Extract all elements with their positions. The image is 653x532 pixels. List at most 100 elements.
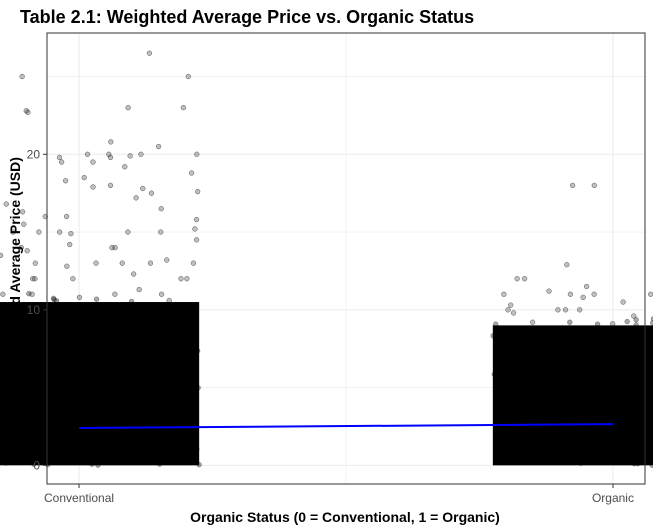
data-point	[648, 291, 653, 297]
data-point	[99, 389, 105, 395]
data-point	[615, 413, 622, 419]
data-point	[118, 386, 124, 392]
data-point	[182, 396, 189, 402]
data-point	[167, 395, 174, 401]
data-point	[637, 444, 644, 450]
data-point	[45, 461, 51, 468]
data-point	[15, 397, 21, 403]
data-point	[137, 451, 143, 457]
data-point	[194, 151, 200, 157]
data-point	[633, 372, 639, 378]
data-point	[142, 338, 148, 345]
data-point	[567, 369, 573, 375]
data-point	[18, 244, 24, 251]
data-point	[166, 297, 172, 304]
data-point	[180, 369, 186, 375]
y-tick-label: 0	[33, 458, 40, 472]
data-point	[562, 369, 569, 375]
data-point	[162, 327, 168, 333]
data-point	[140, 185, 146, 192]
data-point	[0, 427, 6, 433]
data-point	[587, 367, 594, 373]
data-point	[607, 343, 614, 350]
data-point	[194, 446, 200, 452]
data-point	[193, 216, 200, 223]
data-point	[632, 399, 638, 405]
data-point	[553, 390, 560, 397]
data-point	[131, 397, 138, 403]
data-point	[494, 444, 500, 451]
data-point	[136, 286, 142, 293]
data-point	[31, 461, 37, 467]
data-point	[107, 154, 114, 161]
data-point	[633, 444, 640, 451]
data-point	[584, 327, 591, 333]
data-point	[555, 435, 561, 441]
data-point	[503, 352, 510, 358]
data-point	[62, 178, 69, 184]
data-point	[170, 459, 177, 465]
data-point	[99, 374, 106, 380]
data-point	[8, 373, 14, 380]
data-point	[554, 349, 560, 356]
data-point	[125, 428, 131, 435]
data-point	[608, 337, 615, 343]
data-point	[611, 434, 617, 440]
data-point	[0, 413, 5, 420]
data-point	[164, 443, 170, 449]
data-point	[632, 338, 638, 345]
x-tick-label: Organic	[592, 491, 634, 505]
data-point	[191, 329, 197, 336]
data-point	[178, 276, 184, 282]
data-point	[158, 229, 164, 235]
data-point	[104, 357, 110, 363]
data-point	[541, 448, 547, 455]
data-point	[173, 430, 179, 437]
data-point	[183, 413, 190, 419]
data-point	[142, 315, 148, 321]
data-point	[602, 365, 608, 372]
data-point	[106, 414, 112, 420]
data-point	[185, 73, 191, 80]
data-point	[26, 291, 32, 297]
data-point	[19, 73, 25, 80]
data-point	[125, 229, 131, 235]
data-point	[510, 310, 517, 316]
data-point	[552, 387, 559, 394]
data-point	[155, 447, 162, 453]
data-point	[586, 363, 592, 369]
data-point	[52, 427, 58, 433]
data-point	[63, 454, 69, 461]
data-point	[99, 331, 105, 338]
data-point	[48, 327, 54, 333]
data-point	[591, 182, 597, 189]
data-point	[7, 306, 13, 313]
data-point	[0, 365, 5, 371]
data-point	[75, 368, 81, 374]
data-point	[7, 437, 13, 443]
data-point	[502, 336, 508, 342]
data-point	[132, 334, 138, 340]
data-point	[111, 356, 117, 362]
data-point	[553, 328, 559, 334]
data-point	[94, 400, 100, 406]
data-point	[158, 206, 164, 212]
data-point	[640, 406, 646, 412]
data-point	[560, 349, 566, 355]
data-point	[30, 276, 36, 282]
data-point	[50, 302, 56, 309]
data-point	[70, 276, 76, 282]
data-point	[645, 329, 652, 336]
data-point	[66, 346, 72, 353]
data-point	[508, 302, 514, 308]
data-point	[509, 396, 515, 402]
data-point	[107, 303, 114, 310]
data-point	[578, 460, 584, 466]
data-point	[577, 307, 583, 313]
data-point	[108, 441, 114, 447]
data-point	[590, 375, 597, 381]
y-tick-label: 10	[27, 303, 41, 317]
data-point	[185, 368, 192, 374]
data-point	[628, 374, 635, 380]
data-point	[576, 400, 583, 406]
